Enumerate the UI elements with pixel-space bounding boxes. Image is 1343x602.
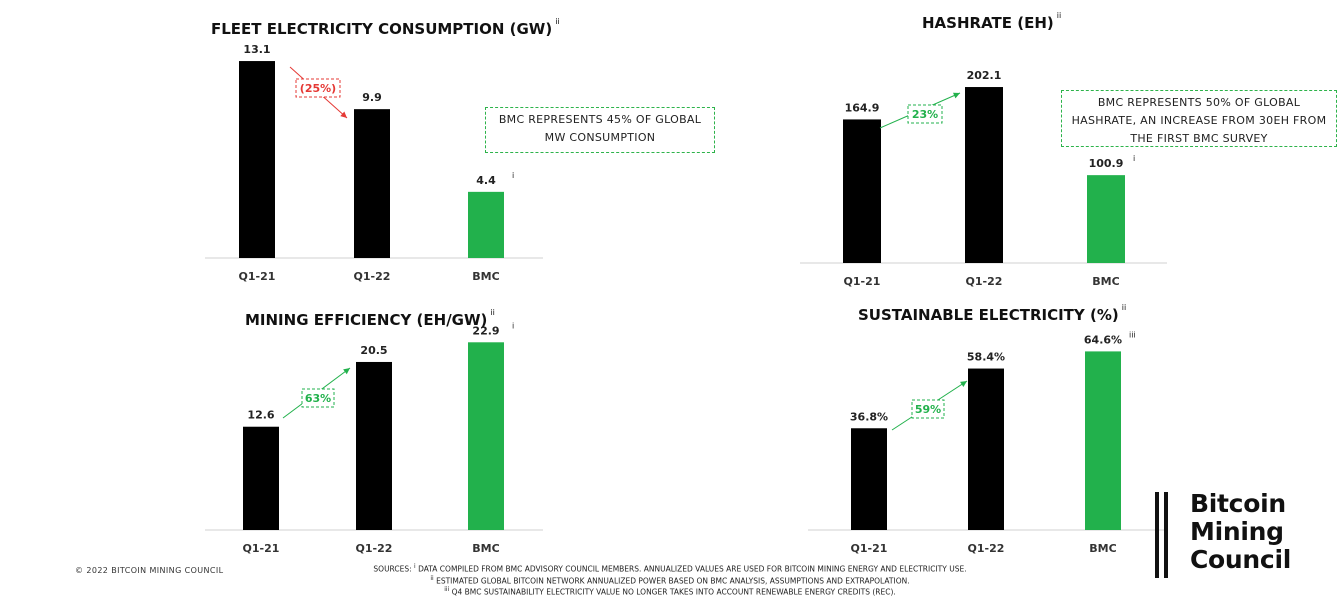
sources-footnotes: SOURCES: i DATA COMPILED FROM BMC ADVISO… <box>280 562 1060 597</box>
logo-text: Bitcoin Mining Council <box>1190 490 1291 574</box>
logo-line-2: Mining <box>1190 517 1284 546</box>
efficiency-bar-q1-21 <box>243 426 279 530</box>
efficiency-tick-label: Q1-21 <box>243 542 280 555</box>
efficiency-bar-q1-22 <box>356 361 392 530</box>
hashrate-bmc-footnote: i <box>1133 154 1135 163</box>
sustainable-chart-title: SUSTAINABLE ELECTRICITY (%) ii <box>858 303 1126 324</box>
fleet-value-label: 13.1 <box>243 43 270 56</box>
efficiency-change-badge <box>301 388 335 408</box>
hashrate-value-label: 202.1 <box>967 69 1002 82</box>
sources-line-3: iii Q4 BMC SUSTAINABILITY ELECTRICITY VA… <box>280 585 1060 597</box>
hashrate-chart-title: HASHRATE (EH) ii <box>922 11 1061 32</box>
fleet-title-footnote: ii <box>555 17 560 26</box>
sources-prefix: SOURCES: <box>373 564 415 574</box>
fleet-tick-label: Q1-21 <box>239 270 276 283</box>
efficiency-title-text: MINING EFFICIENCY (EH/GW) <box>245 311 488 329</box>
sustainable-title-footnote: ii <box>1121 303 1127 312</box>
efficiency-chart-title: MINING EFFICIENCY (EH/GW) ii <box>245 308 495 329</box>
hashrate-tick-label: BMC <box>1092 275 1119 288</box>
sustainable-bmc-footnote: iii <box>1129 330 1136 339</box>
efficiency-arrowhead-icon <box>343 368 350 375</box>
sustainable-tick-label: Q1-22 <box>968 542 1005 555</box>
hashrate-title-text: HASHRATE (EH) <box>922 14 1054 32</box>
fleet-note-box: BMC REPRESENTS 45% OF GLOBAL MW CONSUMPT… <box>485 107 715 153</box>
hashrate-tick-label: Q1-22 <box>966 275 1003 288</box>
sustainable-change-label: 59% <box>915 403 941 416</box>
fleet-tick-label: Q1-22 <box>354 270 391 283</box>
efficiency-tick-label: BMC <box>472 542 499 555</box>
copyright-text: © 2022 BITCOIN MINING COUNCIL <box>75 566 224 575</box>
sources-line-1: SOURCES: i DATA COMPILED FROM BMC ADVISO… <box>280 562 1060 574</box>
hashrate-bar-q1-21 <box>843 119 881 263</box>
sustainable-title-text: SUSTAINABLE ELECTRICITY (%) <box>858 306 1119 324</box>
hashrate-value-label: 100.9 <box>1089 157 1124 170</box>
efficiency-bmc-footnote: i <box>512 321 514 330</box>
fleet-note-text: BMC REPRESENTS 45% OF GLOBAL MW CONSUMPT… <box>498 113 702 144</box>
hashrate-value-label: 164.9 <box>845 101 880 114</box>
hashrate-note-text: BMC REPRESENTS 50% OF GLOBAL HASHRATE, A… <box>1071 96 1327 145</box>
fleet-bar-q1-22 <box>354 109 390 258</box>
sustainable-tick-label: BMC <box>1089 542 1116 555</box>
sustainable-bar-q1-22 <box>968 368 1004 530</box>
fleet-chart-title: FLEET ELECTRICITY CONSUMPTION (GW) ii <box>211 17 560 38</box>
sources-line-2: ii ESTIMATED GLOBAL BITCOIN NETWORK ANNU… <box>280 574 1060 586</box>
hashrate-title-footnote: ii <box>1056 11 1062 20</box>
fleet-bar-bmc <box>468 191 504 258</box>
hashrate-note-box: BMC REPRESENTS 50% OF GLOBAL HASHRATE, A… <box>1061 90 1337 147</box>
logo-line-3: Council <box>1190 545 1291 574</box>
hashrate-change-label: 23% <box>912 108 938 121</box>
fleet-change-label: (25%) <box>300 82 336 95</box>
hashrate-change-badge <box>907 104 943 124</box>
sustainable-value-label: 36.8% <box>850 410 888 423</box>
fleet-arrowhead-icon <box>340 111 347 118</box>
fleet-tick-label: BMC <box>472 270 499 283</box>
sustainable-value-label: 58.4% <box>967 351 1005 364</box>
hashrate-bar-bmc <box>1087 175 1125 263</box>
efficiency-value-label: 22.9 <box>472 324 499 337</box>
fleet-value-label: 4.4 <box>476 174 496 187</box>
logo-bars-icon <box>1155 492 1169 578</box>
sources-text-1: DATA COMPILED FROM BMC ADVISORY COUNCIL … <box>415 564 967 574</box>
hashrate-bar-q1-22 <box>965 87 1003 263</box>
efficiency-title-footnote: ii <box>490 308 495 317</box>
fleet-value-label: 9.9 <box>362 91 382 104</box>
sustainable-change-badge <box>911 399 945 419</box>
sustainable-bar-q1-21 <box>851 428 887 530</box>
efficiency-tick-label: Q1-22 <box>356 542 393 555</box>
efficiency-bar-bmc <box>468 342 504 530</box>
sources-sup-1: i <box>414 563 416 570</box>
hashrate-tick-label: Q1-21 <box>844 275 881 288</box>
efficiency-value-label: 20.5 <box>360 344 387 357</box>
fleet-title-text: FLEET ELECTRICITY CONSUMPTION (GW) <box>211 20 553 38</box>
efficiency-value-label: 12.6 <box>247 409 274 422</box>
sustainable-bar-bmc <box>1085 351 1121 530</box>
fleet-change-badge <box>295 78 341 98</box>
sources-text-3: Q4 BMC SUSTAINABILITY ELECTRICITY VALUE … <box>449 587 896 597</box>
sustainable-value-label: 64.6% <box>1084 333 1122 346</box>
fleet-bmc-footnote: i <box>512 171 514 180</box>
efficiency-change-label: 63% <box>305 392 331 405</box>
sources-sup-2: ii <box>430 574 434 582</box>
sustainable-tick-label: Q1-21 <box>851 542 888 555</box>
logo-line-1: Bitcoin <box>1190 489 1286 518</box>
hashrate-arrowhead-icon <box>953 92 960 99</box>
fleet-bar-q1-21 <box>239 61 275 258</box>
sources-text-2: ESTIMATED GLOBAL BITCOIN NETWORK ANNUALI… <box>433 576 910 585</box>
sources-sup-3: iii <box>444 586 450 593</box>
sustainable-arrowhead-icon <box>960 381 967 387</box>
bitcoin-mining-council-logo: Bitcoin Mining Council <box>1155 490 1315 580</box>
